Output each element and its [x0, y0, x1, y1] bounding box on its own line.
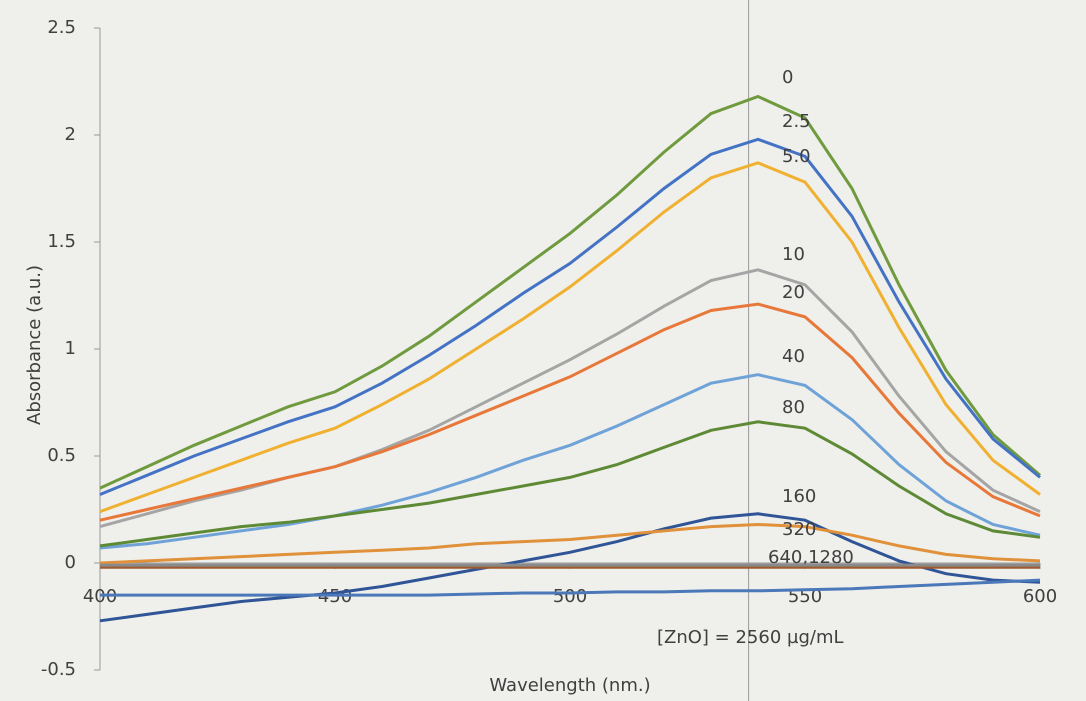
series-label: 5.0 [782, 146, 811, 167]
series-label: 320 [782, 519, 816, 540]
chart: Absorbance (a.u.) Wavelength (nm.) -0.5 0… [0, 0, 1086, 701]
series-label: [ZnO] = 2560 µg/mL [657, 627, 844, 648]
series-label: 80 [782, 397, 805, 418]
series-label: 10 [782, 244, 805, 265]
series-label: 160 [782, 486, 816, 507]
y-axis-title: Absorbance (a.u.) [24, 265, 45, 425]
y-tick-label: 1.5 [47, 231, 76, 252]
y-tick-label: 0 [65, 552, 76, 573]
series-label: 0 [782, 67, 793, 88]
series-label: 20 [782, 282, 805, 303]
y-tick-label: 0.5 [47, 445, 76, 466]
y-tick-label: 2.5 [47, 17, 76, 38]
x-axis-title: Wavelength (nm.) [489, 675, 650, 696]
y-tick-label: -0.5 [41, 659, 76, 680]
series-label: 2.5 [782, 111, 811, 132]
x-tick-label: 500 [553, 586, 587, 607]
series-label: 40 [782, 346, 805, 367]
x-tick-label: 600 [1023, 586, 1057, 607]
y-tick-label: 2 [65, 124, 76, 145]
y-tick-label: 1 [65, 338, 76, 359]
